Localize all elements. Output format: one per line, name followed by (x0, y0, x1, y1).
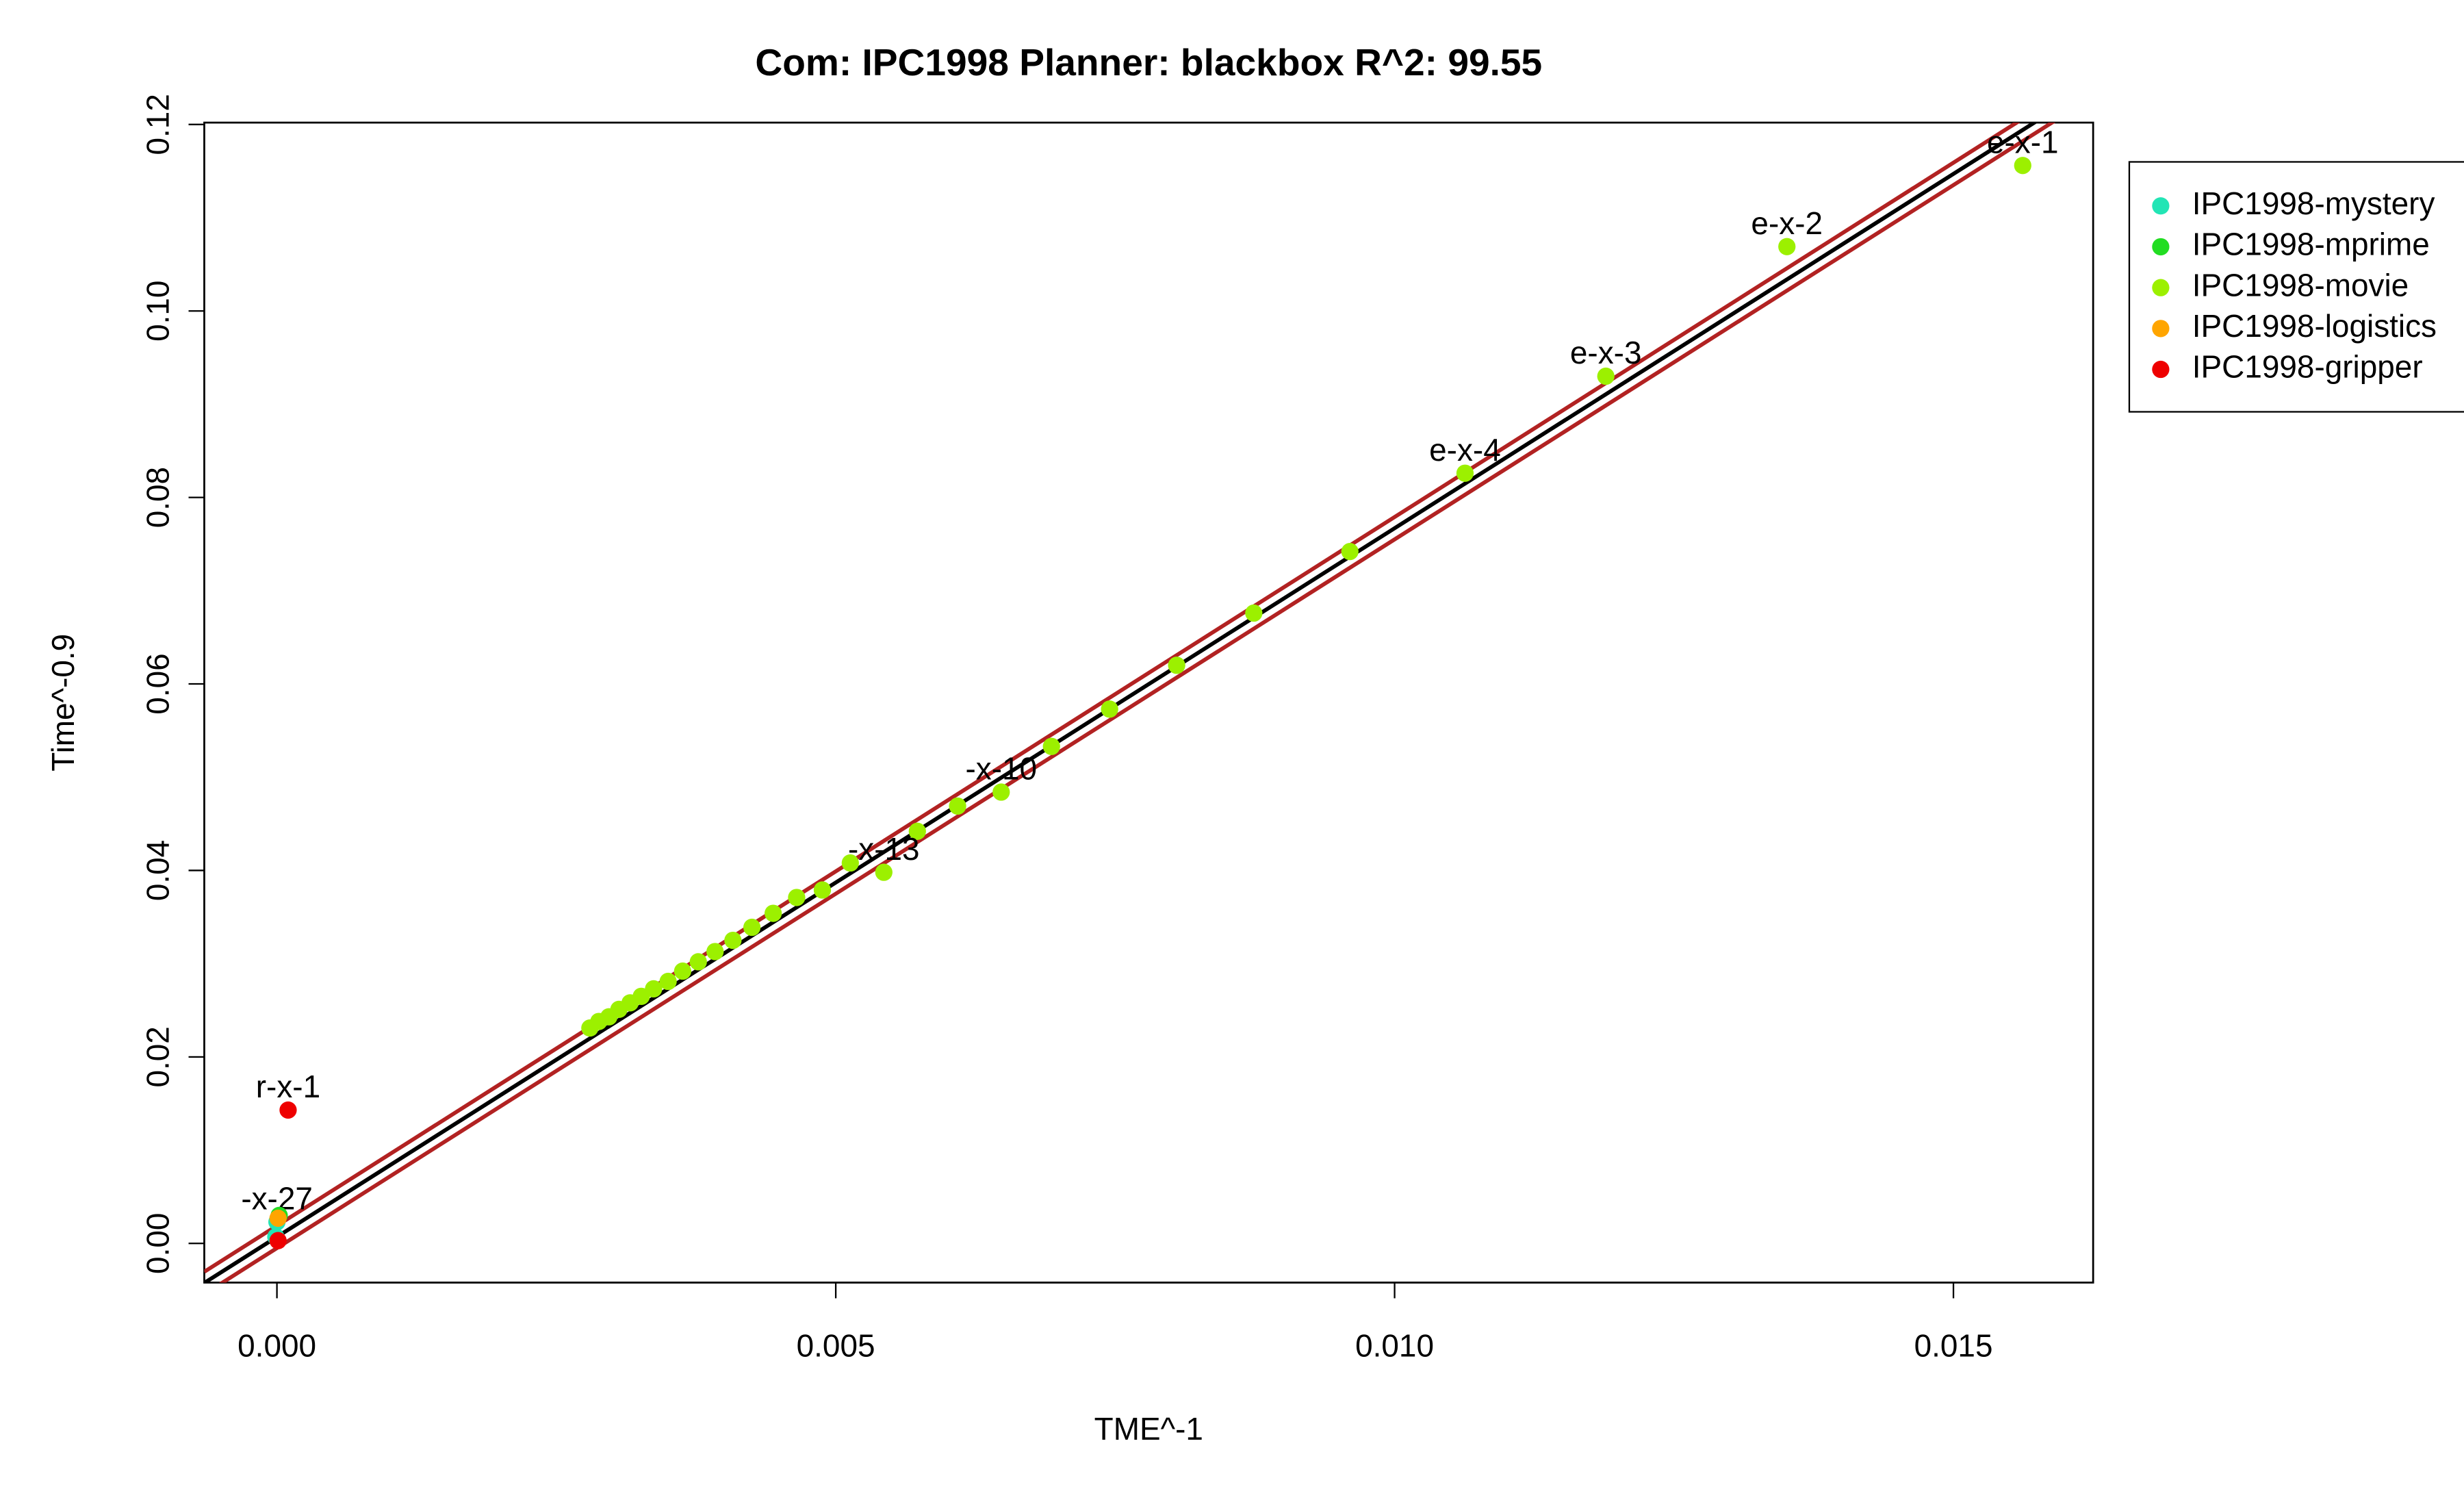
point-label: e-x-3 (1570, 335, 1642, 370)
point (1778, 238, 1796, 255)
x-axis-label: TME^-1 (1094, 1411, 1203, 1447)
regression-line (204, 123, 2038, 1283)
x-tick-label: 0.005 (797, 1327, 875, 1363)
x-tick-label: 0.010 (1355, 1327, 1434, 1363)
y-tick-label: 0.00 (140, 1213, 175, 1274)
y-tick-label: 0.10 (140, 281, 175, 342)
point-label: r-x-1 (256, 1069, 320, 1104)
point (2014, 157, 2031, 175)
point (992, 783, 1010, 801)
point (581, 1019, 599, 1037)
x-tick-label: 0.000 (238, 1327, 316, 1363)
plot-area: -x-27e-x-1e-x-2e-x-3e-x-4-x-10-x-13r-x-1 (204, 123, 2059, 1283)
point (1101, 700, 1118, 718)
point (689, 953, 707, 971)
legend-label: IPC1998-mystery (2192, 186, 2435, 221)
legend-label: IPC1998-logistics (2192, 308, 2437, 344)
y-tick-label: 0.08 (140, 467, 175, 528)
legend-marker (2152, 320, 2170, 338)
point (1456, 464, 1474, 482)
legend-marker (2152, 197, 2170, 215)
point (279, 1101, 297, 1119)
point (908, 822, 926, 840)
point (673, 962, 692, 980)
point (1245, 604, 1263, 622)
confidence-band (218, 123, 2056, 1283)
point-label: -x-13 (848, 831, 920, 867)
point (1341, 543, 1359, 561)
y-axis-label: Time^-0.9 (45, 634, 81, 772)
point (724, 931, 742, 950)
point (269, 1209, 287, 1227)
legend-label: IPC1998-gripper (2192, 349, 2423, 385)
legend-marker (2152, 238, 2170, 256)
y-tick-label: 0.04 (140, 840, 175, 901)
chart-title: Com: IPC1998 Planner: blackbox R^2: 99.5… (755, 41, 1542, 84)
point (706, 943, 724, 960)
point (659, 972, 677, 991)
point (269, 1232, 287, 1249)
point (841, 854, 859, 872)
point-label: e-x-4 (1429, 432, 1501, 468)
point-label: e-x-1 (1987, 124, 2059, 160)
legend: IPC1998-mystery IPC1998-mprime IPC1998-mov… (2128, 161, 2464, 413)
plot-frame (203, 121, 2094, 1284)
point (949, 797, 966, 815)
point (743, 918, 761, 937)
y-tick-label: 0.06 (140, 653, 175, 714)
point (765, 904, 782, 922)
point (813, 881, 832, 899)
legend-label: IPC1998-movie (2192, 267, 2409, 303)
point (1042, 737, 1060, 755)
point (1597, 367, 1615, 385)
point (1168, 657, 1185, 674)
legend-label: IPC1998-mprime (2192, 227, 2430, 262)
y-tick-label: 0.12 (140, 94, 175, 155)
y-tick-label: 0.02 (140, 1026, 175, 1087)
point (875, 863, 893, 881)
point-label: e-x-2 (1751, 205, 1823, 241)
x-tick-label: 0.015 (1914, 1327, 1993, 1363)
point-label: -x-10 (965, 751, 1037, 787)
legend-box (2128, 161, 2464, 413)
legend-marker (2152, 360, 2170, 379)
point (788, 889, 806, 906)
confidence-band (204, 123, 2020, 1274)
legend-marker (2152, 279, 2170, 296)
